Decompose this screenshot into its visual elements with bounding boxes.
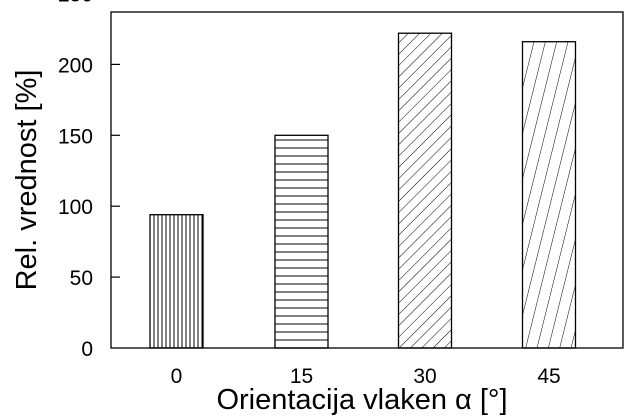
x-axis-label: Orientacija vlaken α [°] (216, 384, 507, 416)
bar-0 (150, 215, 203, 348)
y-tick-label: 50 (70, 267, 93, 290)
bar-30 (399, 33, 452, 348)
bars (150, 33, 576, 348)
bar-15 (275, 135, 328, 348)
bar-45 (523, 42, 576, 348)
x-tick-label: 45 (537, 365, 560, 388)
y-axis-label: Rel. vrednost [%] (11, 70, 43, 291)
y-tick-label: 250 (58, 0, 93, 7)
x-tick-label: 0 (171, 365, 183, 388)
y-tick-label: 150 (58, 125, 93, 148)
y-tick-label: 100 (58, 196, 93, 219)
y-tick-label: 200 (58, 54, 93, 77)
y-tick-label: 0 (81, 338, 93, 361)
